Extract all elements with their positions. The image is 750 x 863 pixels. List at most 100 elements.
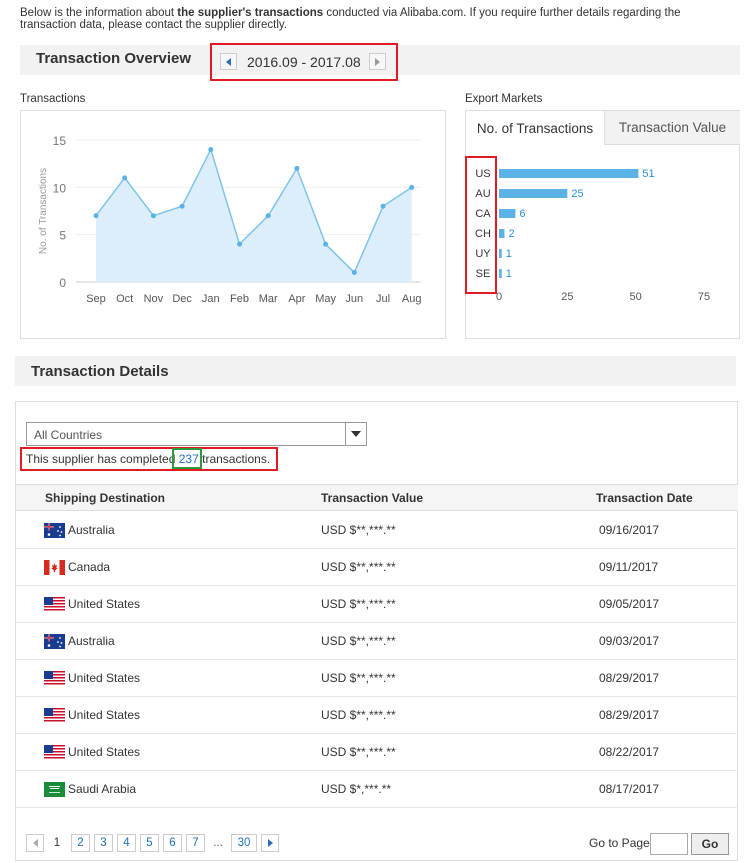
- x-tick-label: Mar: [259, 293, 278, 305]
- date-cell: 09/03/2017: [599, 634, 660, 648]
- destination-cell: United States: [68, 745, 141, 759]
- destination-cell: Canada: [68, 560, 111, 574]
- destination-cell: Saudi Arabia: [68, 782, 137, 796]
- date-cell: 08/29/2017: [599, 708, 660, 722]
- date-cell: 08/29/2017: [599, 671, 660, 685]
- series-area: [96, 149, 412, 282]
- country-filter-select[interactable]: All Countries: [26, 422, 367, 446]
- data-point[interactable]: [380, 203, 386, 209]
- details-title: Transaction Details: [31, 363, 169, 380]
- column-header-value: Transaction Value: [321, 491, 424, 505]
- bar[interactable]: [499, 229, 505, 238]
- value-cell: USD $**,***.**: [321, 708, 396, 722]
- transaction-count-link[interactable]: 237: [178, 452, 199, 466]
- series-line: [95, 147, 413, 274]
- bar[interactable]: [499, 249, 502, 258]
- bar-value-label: 6: [519, 208, 525, 220]
- value-cell: USD $**,***.**: [321, 560, 396, 574]
- page-link-2[interactable]: 2: [71, 834, 90, 852]
- chevron-right-icon: [375, 57, 380, 66]
- page-link-4[interactable]: 4: [117, 834, 136, 852]
- x-tick-label: Apr: [288, 293, 305, 305]
- count-highlight-box: [172, 448, 202, 469]
- x-tick-label: 0: [496, 291, 502, 303]
- data-point[interactable]: [351, 270, 357, 276]
- y-tick-label: 5: [59, 229, 66, 243]
- x-tick-label: 75: [698, 291, 710, 303]
- date-cell: 09/11/2017: [599, 560, 659, 574]
- tab-no-of-transactions[interactable]: No. of Transactions: [466, 111, 605, 145]
- y-tick-label: 10: [53, 181, 67, 195]
- page-link-7[interactable]: 7: [186, 834, 205, 852]
- canada-flag-icon: [44, 560, 65, 575]
- bar[interactable]: [499, 169, 639, 178]
- destination-cell: United States: [68, 708, 141, 722]
- date-range-selector: 2016.09 - 2017.08: [210, 43, 398, 81]
- page-link-5[interactable]: 5: [140, 834, 159, 852]
- data-point[interactable]: [122, 175, 128, 181]
- bar[interactable]: [499, 269, 502, 278]
- destination-cell: United States: [68, 597, 141, 611]
- x-tick-label: Jun: [345, 293, 363, 305]
- country-highlight-box: [465, 156, 497, 294]
- dropdown-arrow[interactable]: [345, 423, 366, 445]
- go-button[interactable]: Go: [691, 833, 729, 855]
- page-ellipsis: ...: [208, 834, 228, 852]
- data-point[interactable]: [237, 241, 242, 247]
- data-point[interactable]: [150, 213, 156, 219]
- page-link-3[interactable]: 3: [94, 834, 113, 852]
- chevron-down-icon: [351, 431, 361, 437]
- table-row: Australia USD $**,***.** 09/16/2017: [16, 512, 738, 549]
- value-cell: USD $**,***.**: [321, 523, 396, 537]
- bar[interactable]: [499, 209, 516, 218]
- bar[interactable]: [499, 189, 568, 198]
- saudi-flag-icon: [44, 782, 65, 797]
- next-period-button[interactable]: [369, 53, 386, 70]
- australia-flag-icon: [44, 634, 65, 649]
- data-point[interactable]: [294, 165, 300, 171]
- page-link-6[interactable]: 6: [163, 834, 182, 852]
- data-point[interactable]: [323, 241, 329, 247]
- table-header: Shipping Destination Transaction Value T…: [16, 484, 738, 511]
- x-tick-label: Jul: [376, 293, 390, 305]
- country-filter-value: All Countries: [34, 428, 103, 442]
- australia-flag-icon: [44, 523, 65, 538]
- table-row: United States USD $**,***.** 09/05/2017: [16, 586, 738, 623]
- value-cell: USD $**,***.**: [321, 745, 396, 759]
- intro-text: Below is the information about the suppl…: [20, 7, 681, 31]
- category-label: US: [475, 168, 490, 180]
- data-point[interactable]: [265, 213, 271, 219]
- prev-page-button[interactable]: [26, 834, 44, 852]
- data-point[interactable]: [93, 213, 99, 219]
- table-row: Saudi Arabia USD $*,***.** 08/17/2017: [16, 771, 738, 808]
- x-tick-label: Dec: [172, 293, 192, 305]
- table-row: Australia USD $**,***.** 09/03/2017: [16, 623, 738, 660]
- next-page-button[interactable]: [261, 834, 279, 852]
- data-point[interactable]: [179, 203, 185, 209]
- x-tick-label: Sep: [86, 293, 106, 305]
- transactions-chart: 0 5 10 15 No. of Transactions Sep Oct Nov Dec Jan…: [38, 134, 421, 305]
- prev-period-button[interactable]: [220, 53, 237, 70]
- intro-bold-text: the supplier's transactions: [177, 7, 324, 19]
- value-cell: USD $**,***.**: [321, 597, 396, 611]
- destination-cell: Australia: [68, 634, 115, 648]
- y-tick-label: 15: [53, 134, 67, 148]
- goto-page-label: Go to Page: [589, 836, 650, 850]
- x-tick-label: Oct: [116, 293, 133, 305]
- category-label: CH: [475, 228, 491, 240]
- bar-value-label: 25: [571, 188, 583, 200]
- category-label: SE: [476, 268, 491, 280]
- category-label: AU: [475, 188, 490, 200]
- date-cell: 09/16/2017: [599, 523, 660, 537]
- transaction-summary: This supplier has completed 237 transact…: [20, 447, 278, 471]
- data-point[interactable]: [208, 146, 214, 152]
- tab-transaction-value[interactable]: Transaction Value: [605, 111, 740, 145]
- y-tick-label: 0: [59, 276, 66, 290]
- category-label: CA: [475, 208, 491, 220]
- data-point[interactable]: [409, 184, 415, 190]
- goto-page-input[interactable]: [650, 833, 688, 855]
- page-link-30[interactable]: 30: [231, 834, 257, 852]
- date-cell: 08/17/2017: [599, 782, 660, 796]
- column-header-destination: Shipping Destination: [45, 491, 165, 505]
